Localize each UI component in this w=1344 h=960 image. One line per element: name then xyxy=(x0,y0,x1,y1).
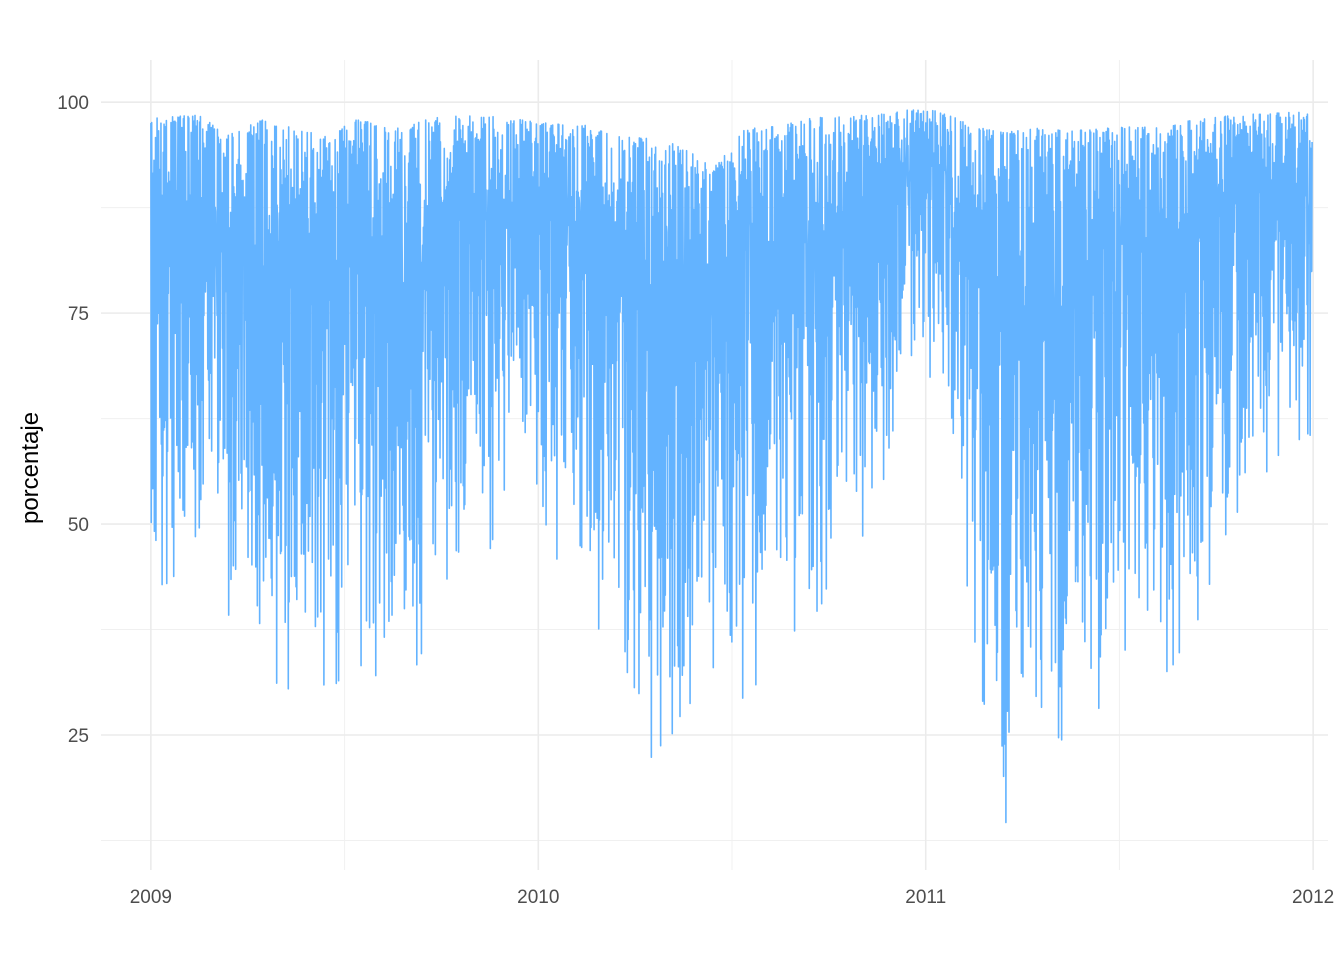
x-tick-label: 2010 xyxy=(517,887,559,908)
y-axis-tick-labels: 25 50 75 100 xyxy=(57,93,89,747)
y-tick-label: 25 xyxy=(68,726,89,747)
y-tick-label: 75 xyxy=(68,304,89,325)
series-line xyxy=(150,109,1313,824)
y-tick-label: 50 xyxy=(68,515,89,536)
x-tick-label: 2012 xyxy=(1292,887,1334,908)
y-axis-title: porcentaje xyxy=(17,412,44,524)
x-tick-label: 2011 xyxy=(905,887,946,908)
x-tick-label: 2009 xyxy=(130,887,172,908)
y-tick-label: 100 xyxy=(57,93,89,114)
x-axis-tick-labels: 2009 2010 2011 2012 xyxy=(130,887,1335,908)
